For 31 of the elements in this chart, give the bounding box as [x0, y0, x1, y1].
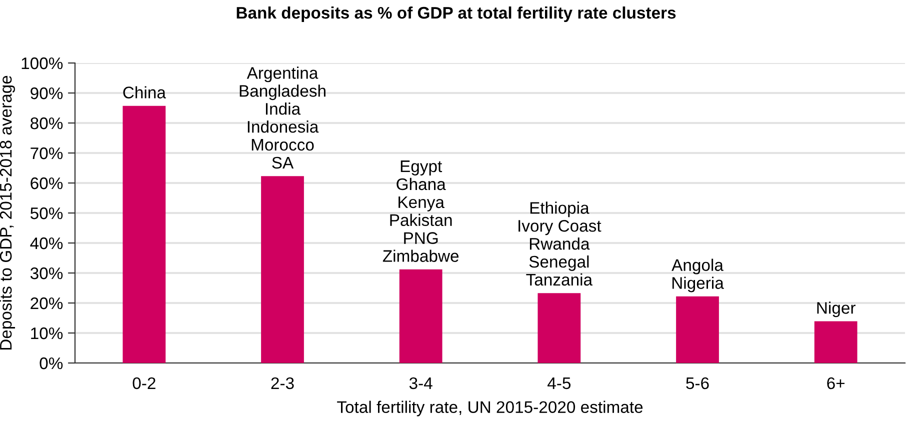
bar: [261, 176, 304, 363]
x-tick-label: 0-2: [132, 377, 156, 390]
annotation: Niger: [817, 302, 856, 318]
y-tick-label: 40%: [30, 237, 63, 250]
y-tick-label: 60%: [30, 177, 63, 190]
chart-title: Bank deposits as % of GDP at total fertility rate clusters: [236, 6, 676, 22]
annotation: Egypt Ghana Kenya Pakistan PNG Zimbabwe: [382, 160, 459, 262]
annotation: Ethiopia Ivory Coast Rwanda Senegal Tanzania: [518, 202, 602, 286]
x-tick-label: 5-6: [686, 377, 709, 390]
y-tick-label: 100%: [22, 57, 63, 70]
y-tick-label: 80%: [30, 117, 63, 130]
bar: [538, 293, 581, 363]
y-tick-label: 50%: [30, 207, 63, 220]
y-tick-label: 10%: [31, 327, 63, 340]
bar: [676, 296, 719, 363]
y-tick-label: 70%: [30, 147, 63, 160]
y-tick-label: 30%: [30, 267, 63, 280]
x-tick-label: 6+: [827, 377, 845, 390]
y-tick-label: 90%: [30, 87, 63, 100]
annotation: China: [123, 86, 166, 98]
bar: [399, 269, 442, 363]
bar: [122, 106, 166, 363]
x-tick-label: 3-4: [409, 377, 432, 390]
x-tick-label: 2-3: [271, 377, 294, 390]
x-axis-title: Total fertility rate, UN 2015-2020 estimate: [337, 400, 643, 416]
x-tick-label: 4-5: [548, 378, 571, 390]
bar: [814, 321, 858, 363]
y-tick-label: 20%: [30, 297, 63, 310]
annotation: Argentina Bangladesh India Indonesia Morocco SA: [240, 66, 326, 169]
y-tick-label: 0%: [40, 357, 63, 370]
annotation: Angola Nigeria: [672, 258, 724, 292]
